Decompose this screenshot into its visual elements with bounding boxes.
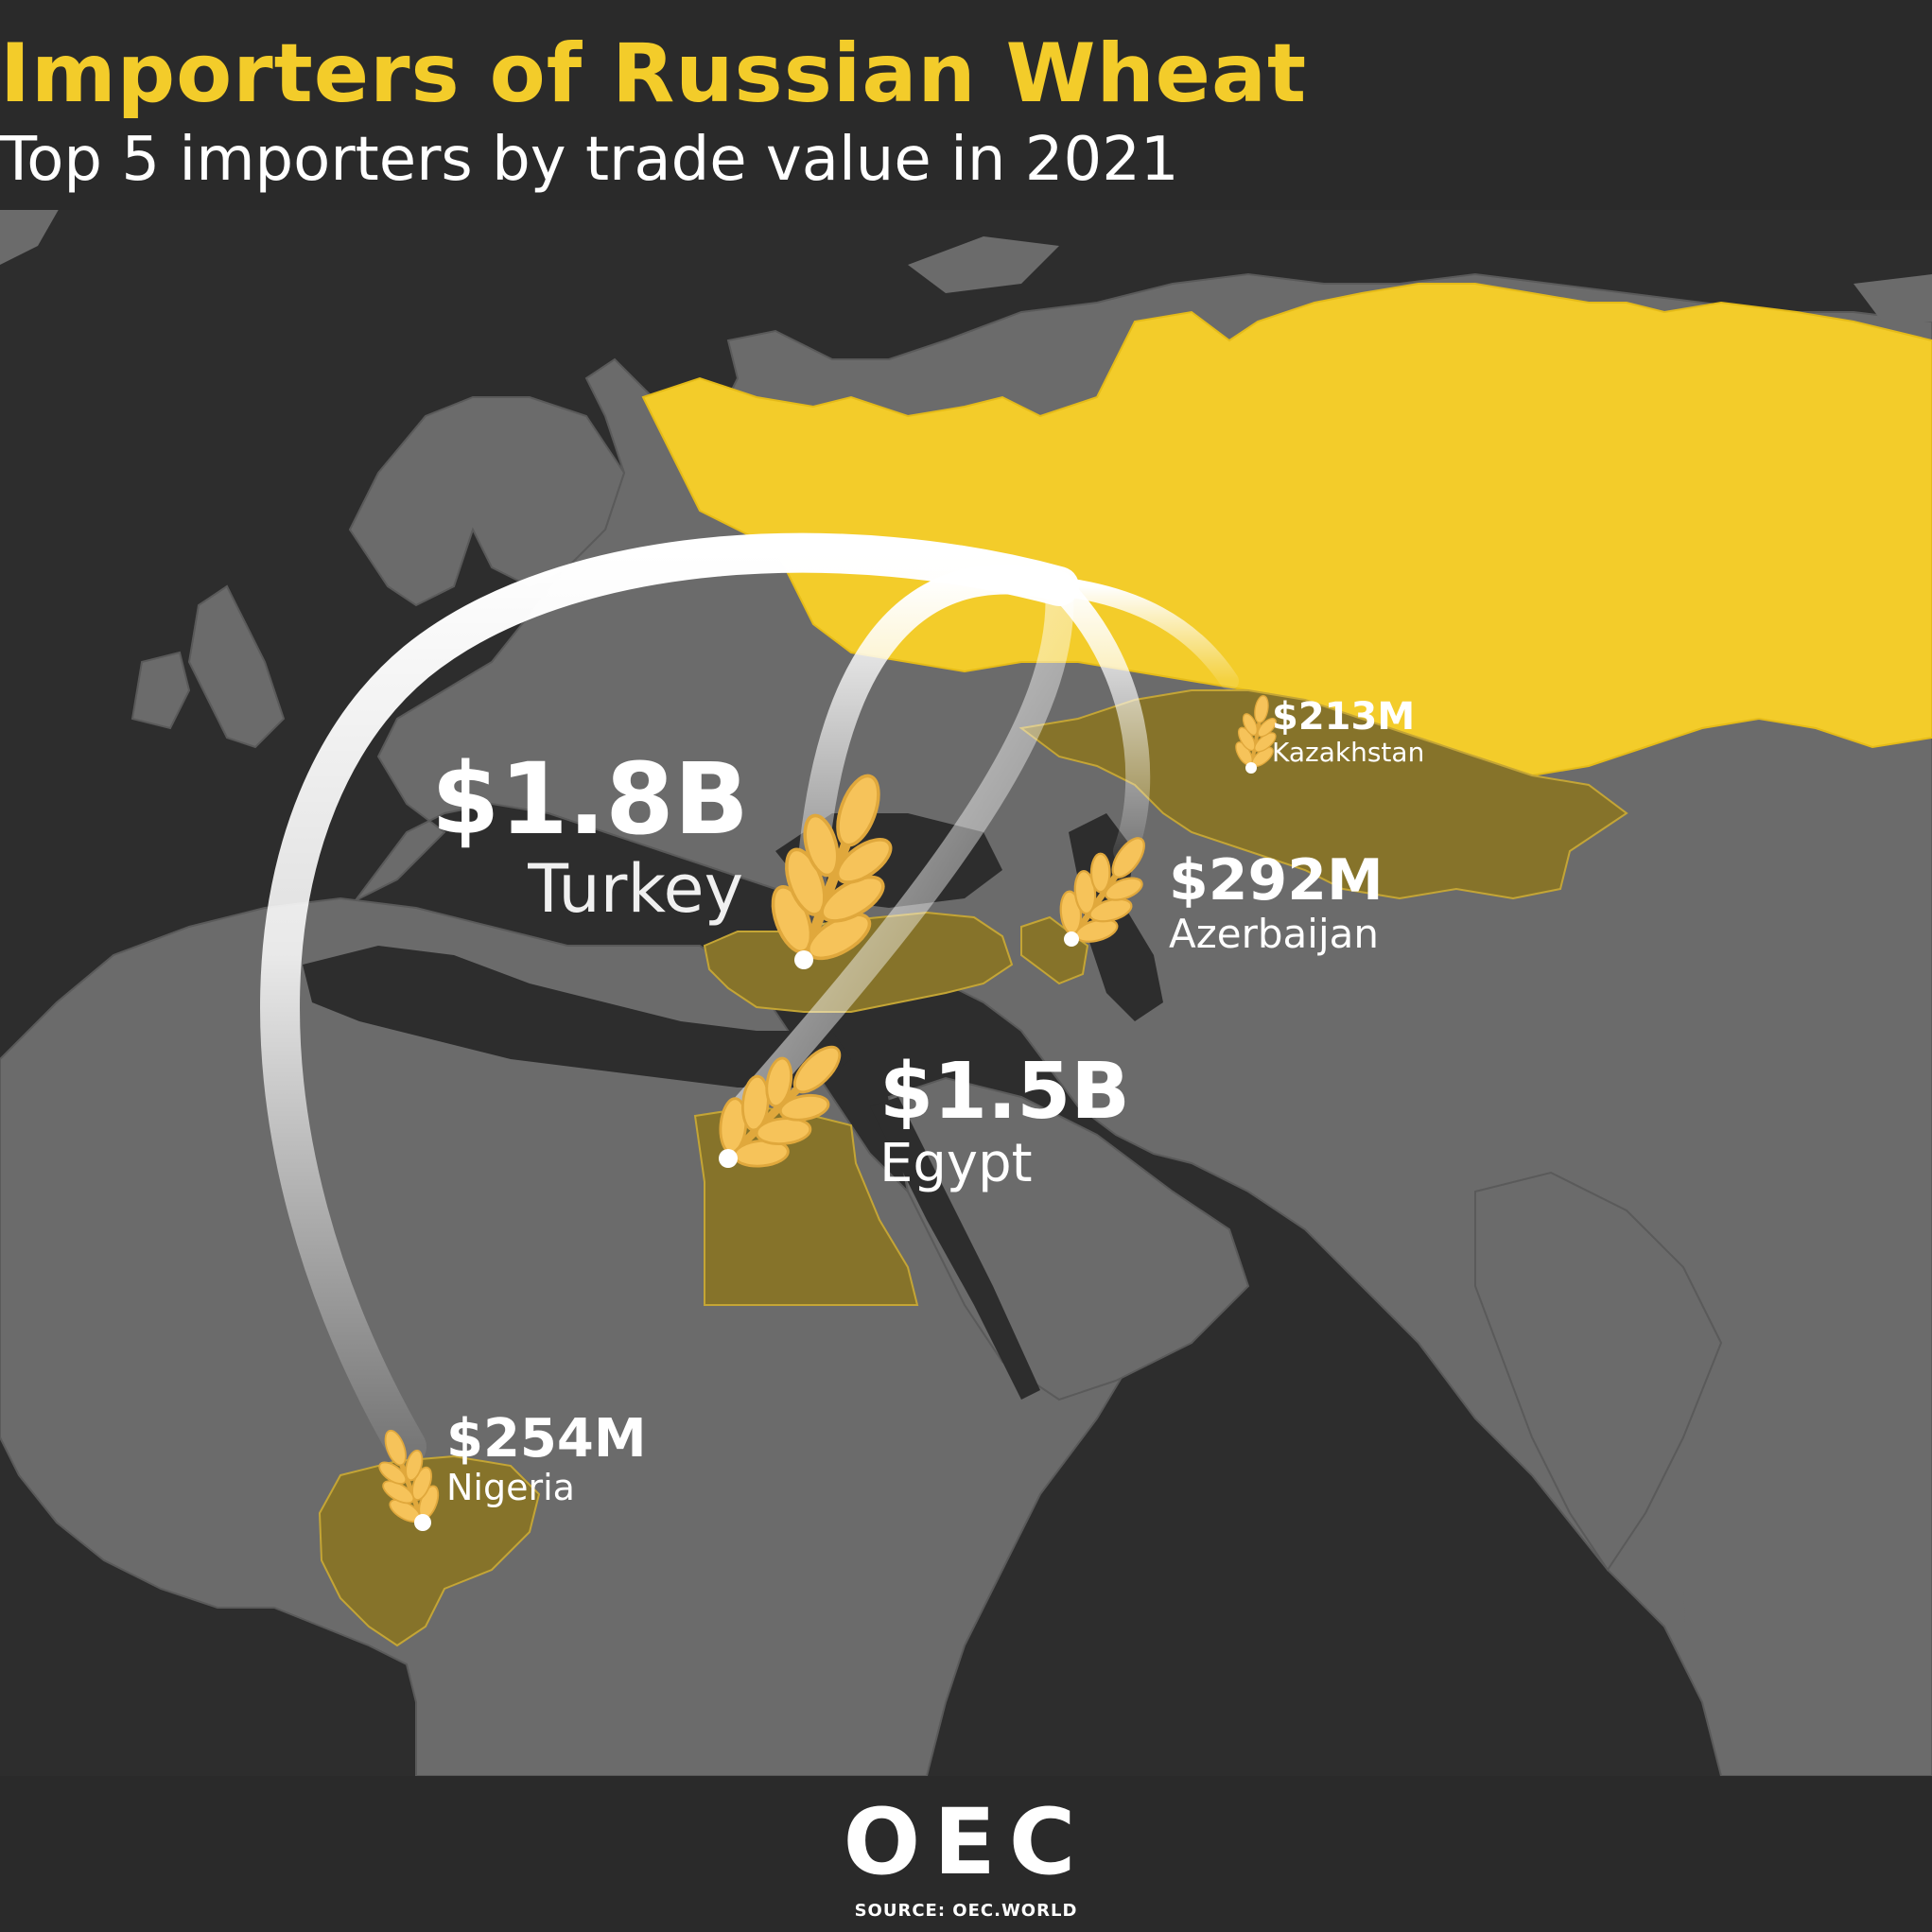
arctic-islands-land: [0, 210, 1932, 322]
kazakhstan-marker-dot: [1245, 762, 1257, 774]
azerbaijan-marker-dot: [1064, 931, 1079, 947]
kazakhstan-name: Kazakhstan: [1272, 737, 1425, 768]
arc-kazakhstan: [1050, 577, 1239, 690]
nigeria-value: $254M: [446, 1408, 647, 1470]
azerbaijan-value: $292M: [1169, 847, 1384, 914]
turkey-label: $1.8B Turkey: [431, 741, 749, 928]
scandinavia-land: [348, 396, 626, 607]
turkey-marker-dot: [794, 950, 813, 969]
mediterranean-sea: [303, 946, 851, 1088]
russia-exporter-region: [641, 283, 1932, 777]
india-land: [1474, 1171, 1723, 1572]
egypt-value: $1.5B: [879, 1047, 1130, 1137]
arabia-land: [887, 1076, 1250, 1401]
arc-egypt: [723, 572, 1074, 1130]
ireland-land: [131, 651, 191, 730]
turkey-value: $1.8B: [431, 741, 749, 857]
kazakhstan-label: $213M Kazakhstan: [1272, 696, 1424, 768]
egypt-label: $1.5B Egypt: [879, 1050, 1130, 1193]
footer-bar: [0, 1776, 1932, 1932]
turkey-name: Turkey: [528, 850, 743, 928]
oec-logo: OEC: [843, 1789, 1089, 1895]
kazakhstan-region: [1018, 689, 1628, 900]
red-sea: [870, 1097, 1040, 1400]
arc-azerbaijan: [1047, 574, 1151, 863]
nigeria-marker-dot: [414, 1514, 431, 1531]
nigeria-region: [318, 1454, 541, 1647]
egypt-name: Egypt: [879, 1133, 1033, 1194]
nigeria-name: Nigeria: [446, 1467, 575, 1508]
nigeria-label: $254M Nigeria: [446, 1408, 647, 1508]
uk-land: [187, 584, 286, 749]
azerbaijan-name: Azerbaijan: [1169, 911, 1379, 957]
world-map: [0, 210, 1932, 1776]
sri-lanka-land: [1683, 1579, 1716, 1636]
azerbaijan-label: $292M Azerbaijan: [1169, 849, 1384, 957]
arc-nigeria: [260, 532, 1079, 1467]
source-credit: SOURCE: OEC.WORLD: [854, 1901, 1078, 1921]
header-bar: [0, 0, 1932, 210]
page-subtitle: Top 5 importers by trade value in 2021: [0, 125, 1179, 195]
page-title: Importers of Russian Wheat: [0, 26, 1308, 121]
egypt-marker-dot: [719, 1149, 738, 1168]
kazakhstan-value: $213M: [1272, 695, 1416, 739]
